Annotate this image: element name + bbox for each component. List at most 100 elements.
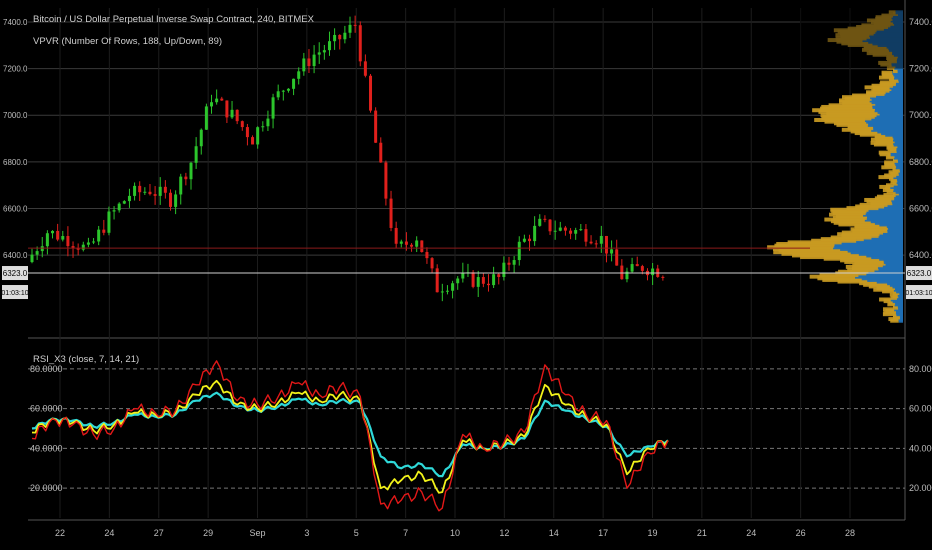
candle-body — [240, 121, 244, 128]
time-tick-label: 26 — [796, 528, 806, 538]
candle-body — [640, 266, 644, 271]
candle-body — [594, 243, 598, 245]
candle-body — [71, 246, 75, 248]
candle-body — [281, 90, 285, 92]
candle-body — [307, 58, 311, 67]
candle-body — [245, 127, 249, 138]
candle-body — [230, 109, 234, 118]
candle-body — [322, 50, 326, 53]
candle-body — [389, 198, 393, 228]
rsi-tick-label: 60.0000 — [909, 404, 932, 414]
candle-body — [410, 244, 414, 247]
price-left-tick-label: 6800.0 — [3, 158, 28, 167]
price-tick-label: 7000.0 — [909, 110, 932, 120]
price-tag-left-text: 6323.0 — [3, 269, 28, 278]
time-tag-left-text: 01:03:10 — [1, 290, 28, 297]
candle-body — [425, 252, 429, 259]
candle-body — [384, 162, 388, 199]
candle-body — [369, 75, 373, 111]
candle-body — [220, 98, 224, 101]
candle-body — [563, 227, 567, 231]
candle-body — [312, 54, 316, 67]
candle-body — [379, 142, 383, 163]
candle-body — [620, 265, 624, 280]
time-tick-label: 14 — [549, 528, 559, 538]
candles[interactable] — [28, 15, 905, 302]
candle-body — [225, 100, 229, 118]
candle-body — [261, 126, 265, 128]
candle-body — [163, 186, 167, 193]
candle-body — [256, 127, 260, 145]
vp-bar-down — [878, 60, 892, 65]
candle-body — [317, 52, 321, 55]
price-tag-right — [906, 266, 932, 281]
candle-body — [394, 227, 398, 244]
price-left-tick-label: 7000.0 — [3, 111, 28, 120]
price-left-tick-label: 6400.0 — [3, 251, 28, 260]
candle-body — [210, 102, 214, 107]
candle-body — [76, 247, 80, 250]
price-left-tick-label: 7400.0 — [3, 18, 28, 27]
vp-bar-down — [888, 10, 896, 15]
candle-body — [363, 61, 367, 76]
candle-body — [86, 242, 90, 245]
vp-bar-down — [884, 173, 897, 178]
candle-body — [456, 278, 460, 284]
price-tick-label: 7400.0 — [909, 17, 932, 27]
candle-body — [543, 218, 547, 220]
time-tick-label: 27 — [154, 528, 164, 538]
candle-body — [497, 274, 501, 277]
candle-body — [374, 110, 378, 143]
candle-body — [138, 185, 142, 193]
price-tick-label: 6400.0 — [909, 250, 932, 260]
candle-body — [158, 186, 162, 196]
vp-bar-down — [879, 184, 891, 189]
candle-body — [635, 264, 639, 267]
time-tag-right-text: 01:03:10 — [905, 290, 932, 297]
candle-body — [604, 235, 608, 254]
candle-body — [271, 97, 275, 119]
candle-body — [599, 235, 603, 244]
vpvr-label: VPVR (Number Of Rows, 188, Up/Down, 89) — [33, 36, 223, 47]
candle-body — [399, 241, 403, 244]
vp-bar-down — [883, 307, 895, 312]
candle-body — [486, 283, 490, 286]
rsi-line-14 — [31, 379, 669, 494]
candle-body — [51, 230, 55, 234]
vp-bar-down — [881, 70, 893, 75]
candle-body — [286, 88, 290, 91]
time-tick-label: 7 — [403, 528, 408, 538]
candle-body — [471, 272, 475, 287]
rsi-pane[interactable] — [31, 360, 669, 512]
candle-body — [266, 118, 270, 127]
vp-bar-down — [852, 93, 877, 98]
vp-bar-up — [895, 10, 903, 15]
candle-body — [502, 262, 506, 277]
candle-body — [102, 229, 106, 233]
vp-bar-down — [879, 297, 891, 302]
rsi-left-tick-label: 80.0000 — [30, 364, 63, 374]
candle-body — [215, 98, 219, 103]
candle-body — [584, 229, 588, 242]
candle-body — [204, 106, 208, 130]
vp-bar-down — [881, 13, 894, 18]
candle-body — [127, 195, 131, 202]
candle-body — [333, 34, 337, 42]
rsi-tick-label: 80.0000 — [909, 364, 932, 374]
candle-body — [579, 229, 583, 231]
candle-body — [184, 176, 188, 180]
candle-body — [189, 162, 193, 180]
rsi-line-21 — [31, 391, 669, 478]
candle-body — [589, 241, 593, 244]
time-tick-label: 17 — [598, 528, 608, 538]
rsi-left-tick-label: 20.0000 — [30, 483, 63, 493]
price-tag-left — [2, 266, 28, 281]
candle-body — [97, 229, 101, 242]
candle-body — [153, 194, 157, 196]
time-tick-label: 21 — [697, 528, 707, 538]
time-tick-label: 5 — [354, 528, 359, 538]
time-tick-label: 22 — [55, 528, 65, 538]
candle-body — [81, 244, 85, 250]
